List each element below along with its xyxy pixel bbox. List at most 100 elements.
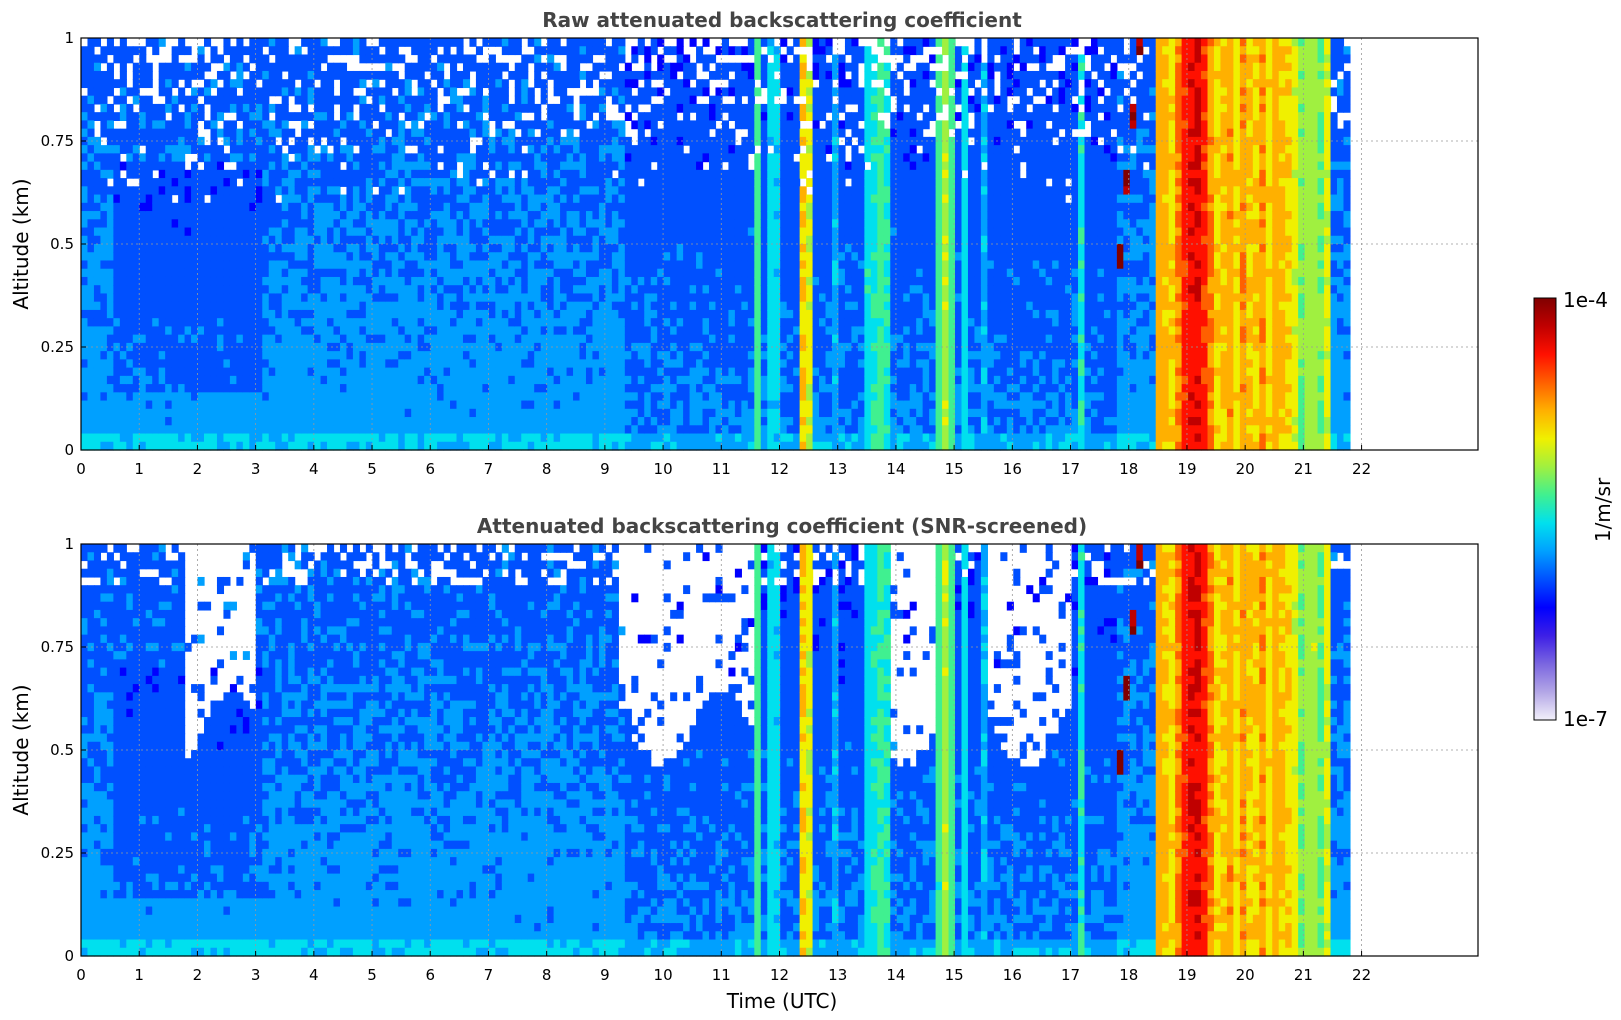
heatmap-cell [754,46,762,56]
heatmap-cell [106,268,114,278]
heatmap-cell [527,178,535,187]
heatmap-cell [229,202,237,212]
heatmap-cell [508,38,516,47]
heatmap-cell [650,38,658,47]
heatmap-cell [255,178,263,187]
heatmap-cell [527,153,535,163]
heatmap-cell [165,128,173,138]
heatmap-cell [333,326,341,336]
heatmap-cell [113,178,121,187]
heatmap-cell [145,417,153,426]
heatmap-cell [663,194,671,204]
heatmap-cell [126,441,134,451]
heatmap-cell [197,392,205,402]
heatmap-cell [501,153,509,163]
heatmap-cell [113,318,121,327]
heatmap-cell [495,145,503,154]
heatmap-cell [346,161,354,171]
heatmap-cell [721,178,730,187]
heatmap-cell [767,318,775,327]
heatmap-cell [521,79,529,89]
heatmap-cell [365,285,373,295]
heatmap-cell [424,392,432,402]
heatmap-cell [197,417,205,426]
heatmap-cell [119,425,127,435]
heatmap-cell [100,128,108,138]
heatmap-cell [223,400,231,410]
heatmap-cell [715,46,723,56]
heatmap-cell [676,326,684,336]
heatmap-cell [216,194,225,204]
heatmap-cell [637,227,645,237]
heatmap-cell [339,301,348,311]
heatmap-cell [760,285,768,295]
heatmap-cell [747,169,755,179]
heatmap-cell [106,112,114,121]
heatmap-cell [683,417,691,426]
heatmap-cell [346,309,354,319]
heatmap-cell [417,235,425,245]
heatmap-cell [495,227,503,237]
heatmap-cell [372,285,380,295]
heatmap-cell [585,79,594,89]
heatmap-cell [482,392,490,402]
heatmap-cell [696,276,704,286]
heatmap-cell [683,70,691,80]
heatmap-cell [715,128,723,138]
heatmap-cell [456,392,464,402]
heatmap-cell [611,79,619,89]
heatmap-cell [754,359,762,369]
heatmap-cell [262,87,270,97]
heatmap-cell [611,136,619,146]
heatmap-cell [501,169,509,179]
heatmap-cell [579,276,587,286]
heatmap-cell [566,276,574,286]
heatmap-cell [385,103,393,113]
heatmap-cell [540,318,548,327]
heatmap-cell [281,326,289,336]
heatmap-cell [372,112,380,121]
heatmap-cell [268,211,276,220]
heatmap-cell [301,112,309,121]
heatmap-cell [521,309,529,319]
heatmap-cell [236,219,244,229]
heatmap-cell [113,425,121,435]
heatmap-cell [165,326,173,336]
heatmap-cell [339,293,348,303]
heatmap-cell [365,252,373,262]
heatmap-cell [339,95,348,105]
heatmap-cell [456,384,464,393]
heatmap-cell [314,153,322,163]
heatmap-cell [223,62,231,72]
heatmap-cell [495,441,503,451]
heatmap-cell [255,95,263,105]
heatmap-cell [339,227,348,237]
heatmap-cell [773,153,781,163]
heatmap-cell [229,153,237,163]
heatmap-cell [676,219,684,229]
heatmap-cell [333,169,341,179]
heatmap-cell [126,87,134,97]
heatmap-cell [527,227,535,237]
heatmap-cell [165,161,173,171]
heatmap-cell [663,309,671,319]
heatmap-cell [443,425,451,435]
heatmap-cell [611,260,619,270]
heatmap-cell [579,38,587,47]
heatmap-cell [307,375,315,385]
heatmap-cell [469,153,477,163]
heatmap-cell [683,161,691,171]
heatmap-cell [721,227,730,237]
heatmap-cell [152,359,160,369]
heatmap-cell [754,367,762,377]
heatmap-cell [216,318,225,327]
heatmap-cell [301,441,309,451]
heatmap-cell [566,359,574,369]
heatmap-cell [126,384,134,393]
heatmap-cell [327,260,335,270]
heatmap-cell [320,70,328,80]
heatmap-cell [443,38,451,47]
heatmap-cell [508,268,516,278]
heatmap-cell [307,351,315,360]
heatmap-cell [728,211,736,220]
